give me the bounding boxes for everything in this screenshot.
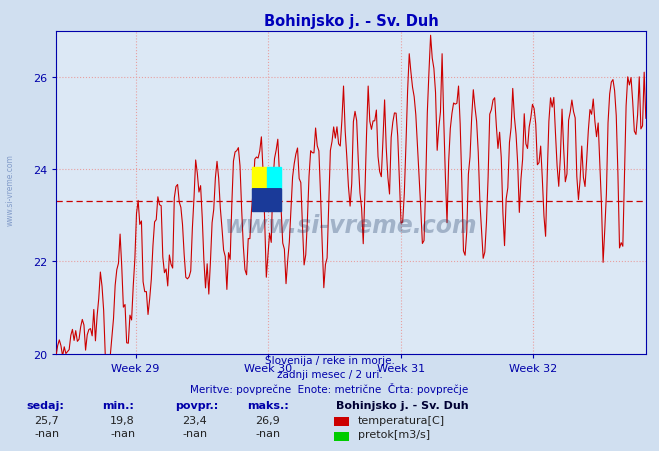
Text: povpr.:: povpr.: <box>175 400 218 410</box>
Text: Slovenija / reke in morje.: Slovenija / reke in morje. <box>264 355 395 365</box>
Text: 23,4: 23,4 <box>183 415 208 425</box>
Text: 25,7: 25,7 <box>34 415 59 425</box>
Text: Meritve: povprečne  Enote: metrične  Črta: povprečje: Meritve: povprečne Enote: metrične Črta:… <box>190 382 469 394</box>
Text: -nan: -nan <box>110 428 135 438</box>
Text: -nan: -nan <box>34 428 59 438</box>
Text: temperatura[C]: temperatura[C] <box>358 415 445 425</box>
Text: www.si-vreme.com: www.si-vreme.com <box>5 153 14 226</box>
Bar <box>252 189 281 211</box>
Text: maks.:: maks.: <box>247 400 289 410</box>
Text: -nan: -nan <box>255 428 280 438</box>
Bar <box>252 167 267 189</box>
Text: zadnji mesec / 2 uri.: zadnji mesec / 2 uri. <box>277 369 382 379</box>
Text: Bohinjsko j. - Sv. Duh: Bohinjsko j. - Sv. Duh <box>336 400 469 410</box>
Text: 19,8: 19,8 <box>110 415 135 425</box>
Title: Bohinjsko j. - Sv. Duh: Bohinjsko j. - Sv. Duh <box>264 14 438 29</box>
Text: -nan: -nan <box>183 428 208 438</box>
Text: 26,9: 26,9 <box>255 415 280 425</box>
Text: min.:: min.: <box>102 400 134 410</box>
Polygon shape <box>267 167 281 189</box>
Polygon shape <box>252 189 281 211</box>
Text: www.si-vreme.com: www.si-vreme.com <box>225 213 477 237</box>
Text: pretok[m3/s]: pretok[m3/s] <box>358 429 430 439</box>
Text: sedaj:: sedaj: <box>26 400 64 410</box>
